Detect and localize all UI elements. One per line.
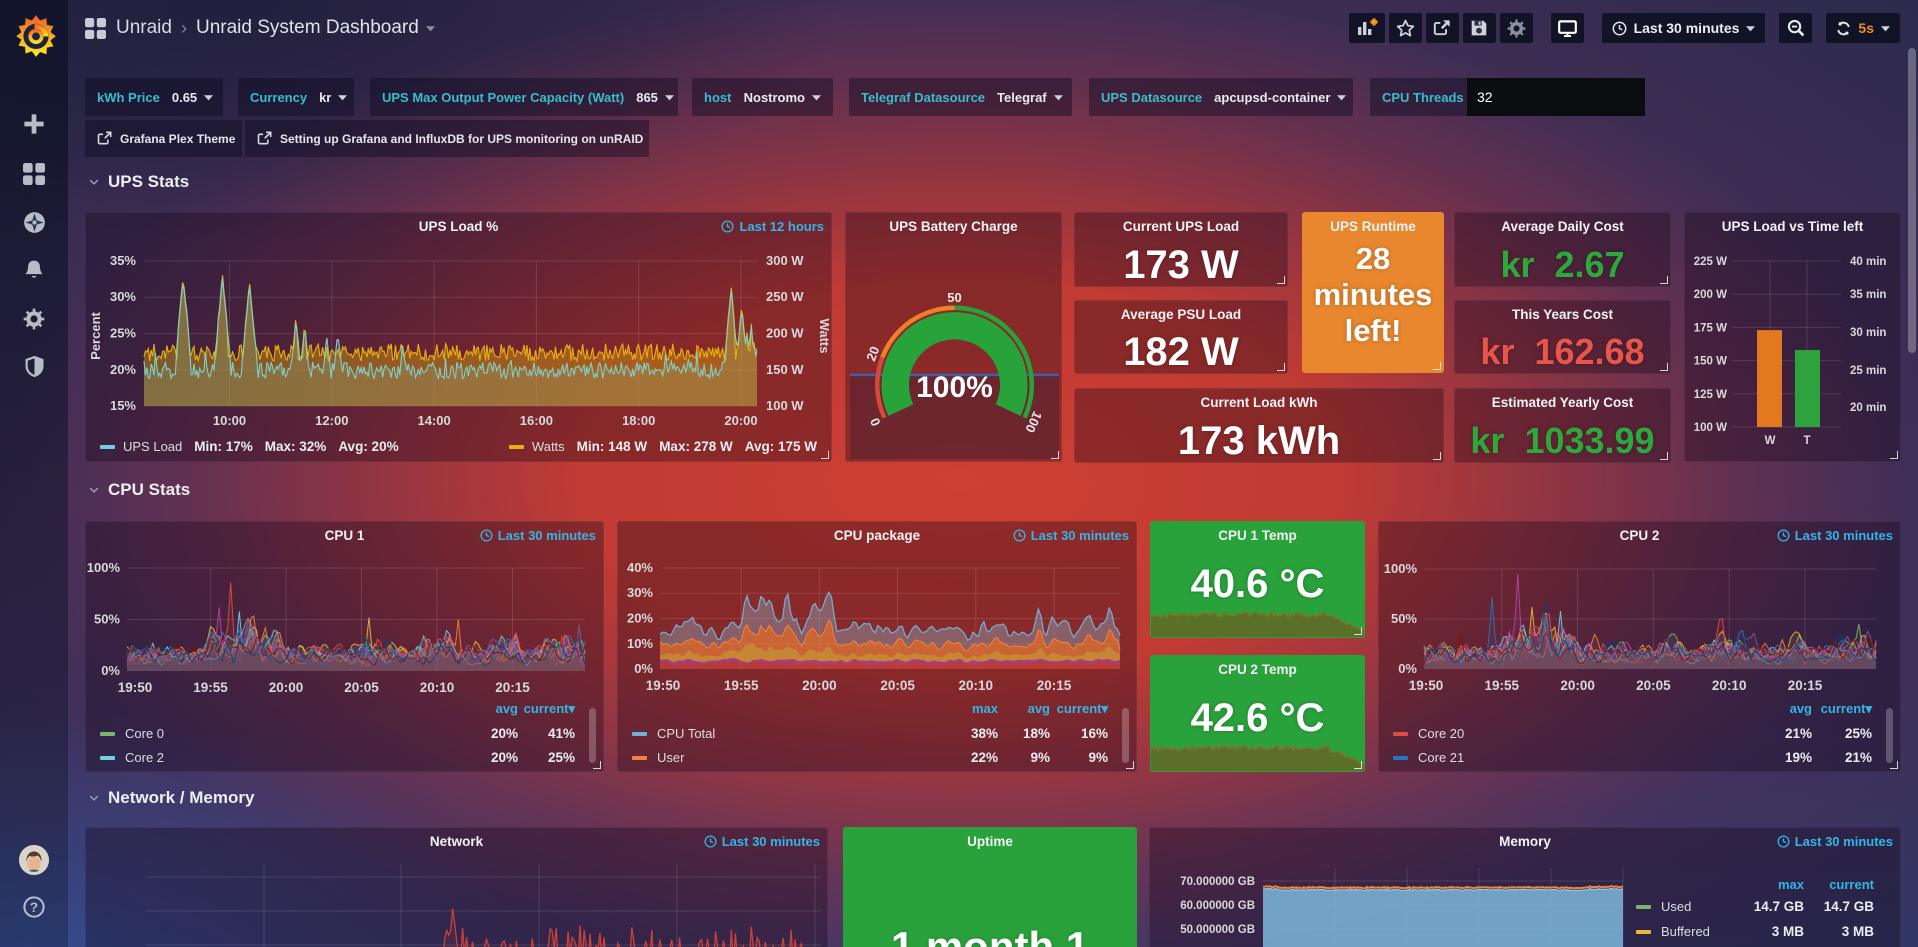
svg-text:0%: 0%: [634, 661, 653, 676]
svg-text:300 W: 300 W: [766, 253, 804, 268]
svg-text:15%: 15%: [110, 398, 136, 413]
svg-text:20%: 20%: [627, 611, 653, 626]
svg-text:20:10: 20:10: [420, 680, 455, 695]
svg-text:100%: 100%: [1384, 561, 1418, 576]
svg-text:20:15: 20:15: [1037, 678, 1072, 693]
svg-text:100 W: 100 W: [1694, 422, 1727, 434]
svg-text:19:55: 19:55: [724, 678, 759, 693]
svg-text:20:10: 20:10: [959, 678, 994, 693]
svg-text:40 min: 40 min: [1850, 256, 1886, 268]
svg-text:50: 50: [947, 290, 961, 305]
svg-text:30%: 30%: [110, 289, 136, 304]
svg-text:200 W: 200 W: [766, 326, 804, 341]
svg-text:20:10: 20:10: [1712, 678, 1747, 693]
svg-text:25 min: 25 min: [1850, 365, 1886, 377]
svg-text:30 min: 30 min: [1850, 327, 1886, 339]
svg-text:20:00: 20:00: [269, 680, 304, 695]
svg-text:100%: 100%: [87, 560, 121, 575]
svg-text:10%: 10%: [627, 636, 653, 651]
svg-text:200 W: 200 W: [1694, 289, 1727, 301]
svg-text:W: W: [1765, 435, 1776, 447]
svg-text:175 W: 175 W: [1694, 322, 1727, 334]
svg-text:19:55: 19:55: [1485, 678, 1520, 693]
svg-text:0: 0: [867, 416, 884, 429]
svg-text:18:00: 18:00: [622, 413, 655, 428]
svg-text:0%: 0%: [1398, 661, 1417, 676]
svg-text:150 W: 150 W: [1694, 356, 1727, 368]
svg-text:250 W: 250 W: [766, 289, 804, 304]
svg-text:Percent: Percent: [88, 311, 103, 359]
svg-text:60.000000 GB: 60.000000 GB: [1180, 900, 1255, 912]
svg-text:25%: 25%: [110, 326, 136, 341]
svg-text:12:00: 12:00: [315, 413, 348, 428]
svg-text:19:50: 19:50: [646, 678, 681, 693]
svg-text:20:00: 20:00: [724, 413, 757, 428]
svg-text:100 W: 100 W: [766, 398, 804, 413]
svg-text:Watts: Watts: [817, 319, 832, 354]
svg-text:20:05: 20:05: [880, 678, 915, 693]
svg-text:19:50: 19:50: [1409, 678, 1444, 693]
svg-text:?: ?: [30, 900, 38, 915]
svg-text:50%: 50%: [94, 612, 120, 627]
svg-text:125 W: 125 W: [1694, 389, 1727, 401]
svg-text:30%: 30%: [627, 585, 653, 600]
svg-text:20:00: 20:00: [1560, 678, 1595, 693]
svg-text:50%: 50%: [1391, 611, 1417, 626]
svg-text:19:50: 19:50: [118, 680, 153, 695]
svg-text:20:00: 20:00: [802, 678, 837, 693]
svg-text:20 min: 20 min: [1850, 402, 1886, 414]
svg-text:20: 20: [863, 344, 882, 363]
svg-text:20:05: 20:05: [344, 680, 379, 695]
svg-text:0%: 0%: [101, 663, 120, 678]
svg-text:10:00: 10:00: [213, 413, 246, 428]
svg-text:20:15: 20:15: [495, 680, 530, 695]
svg-text:20%: 20%: [110, 362, 136, 377]
svg-text:20:15: 20:15: [1788, 678, 1823, 693]
svg-text:100%: 100%: [916, 371, 993, 404]
svg-text:20:05: 20:05: [1636, 678, 1671, 693]
svg-text:150 W: 150 W: [766, 362, 804, 377]
svg-text:35 min: 35 min: [1850, 289, 1886, 301]
svg-text:35%: 35%: [110, 253, 136, 268]
svg-text:50.000000 GB: 50.000000 GB: [1180, 924, 1255, 936]
svg-text:16:00: 16:00: [520, 413, 553, 428]
svg-text:40%: 40%: [627, 560, 653, 575]
svg-text:19:55: 19:55: [193, 680, 228, 695]
svg-text:T: T: [1803, 435, 1810, 447]
svg-text:14:00: 14:00: [417, 413, 450, 428]
svg-text:225 W: 225 W: [1694, 256, 1727, 268]
svg-text:70.000000 GB: 70.000000 GB: [1180, 876, 1255, 888]
